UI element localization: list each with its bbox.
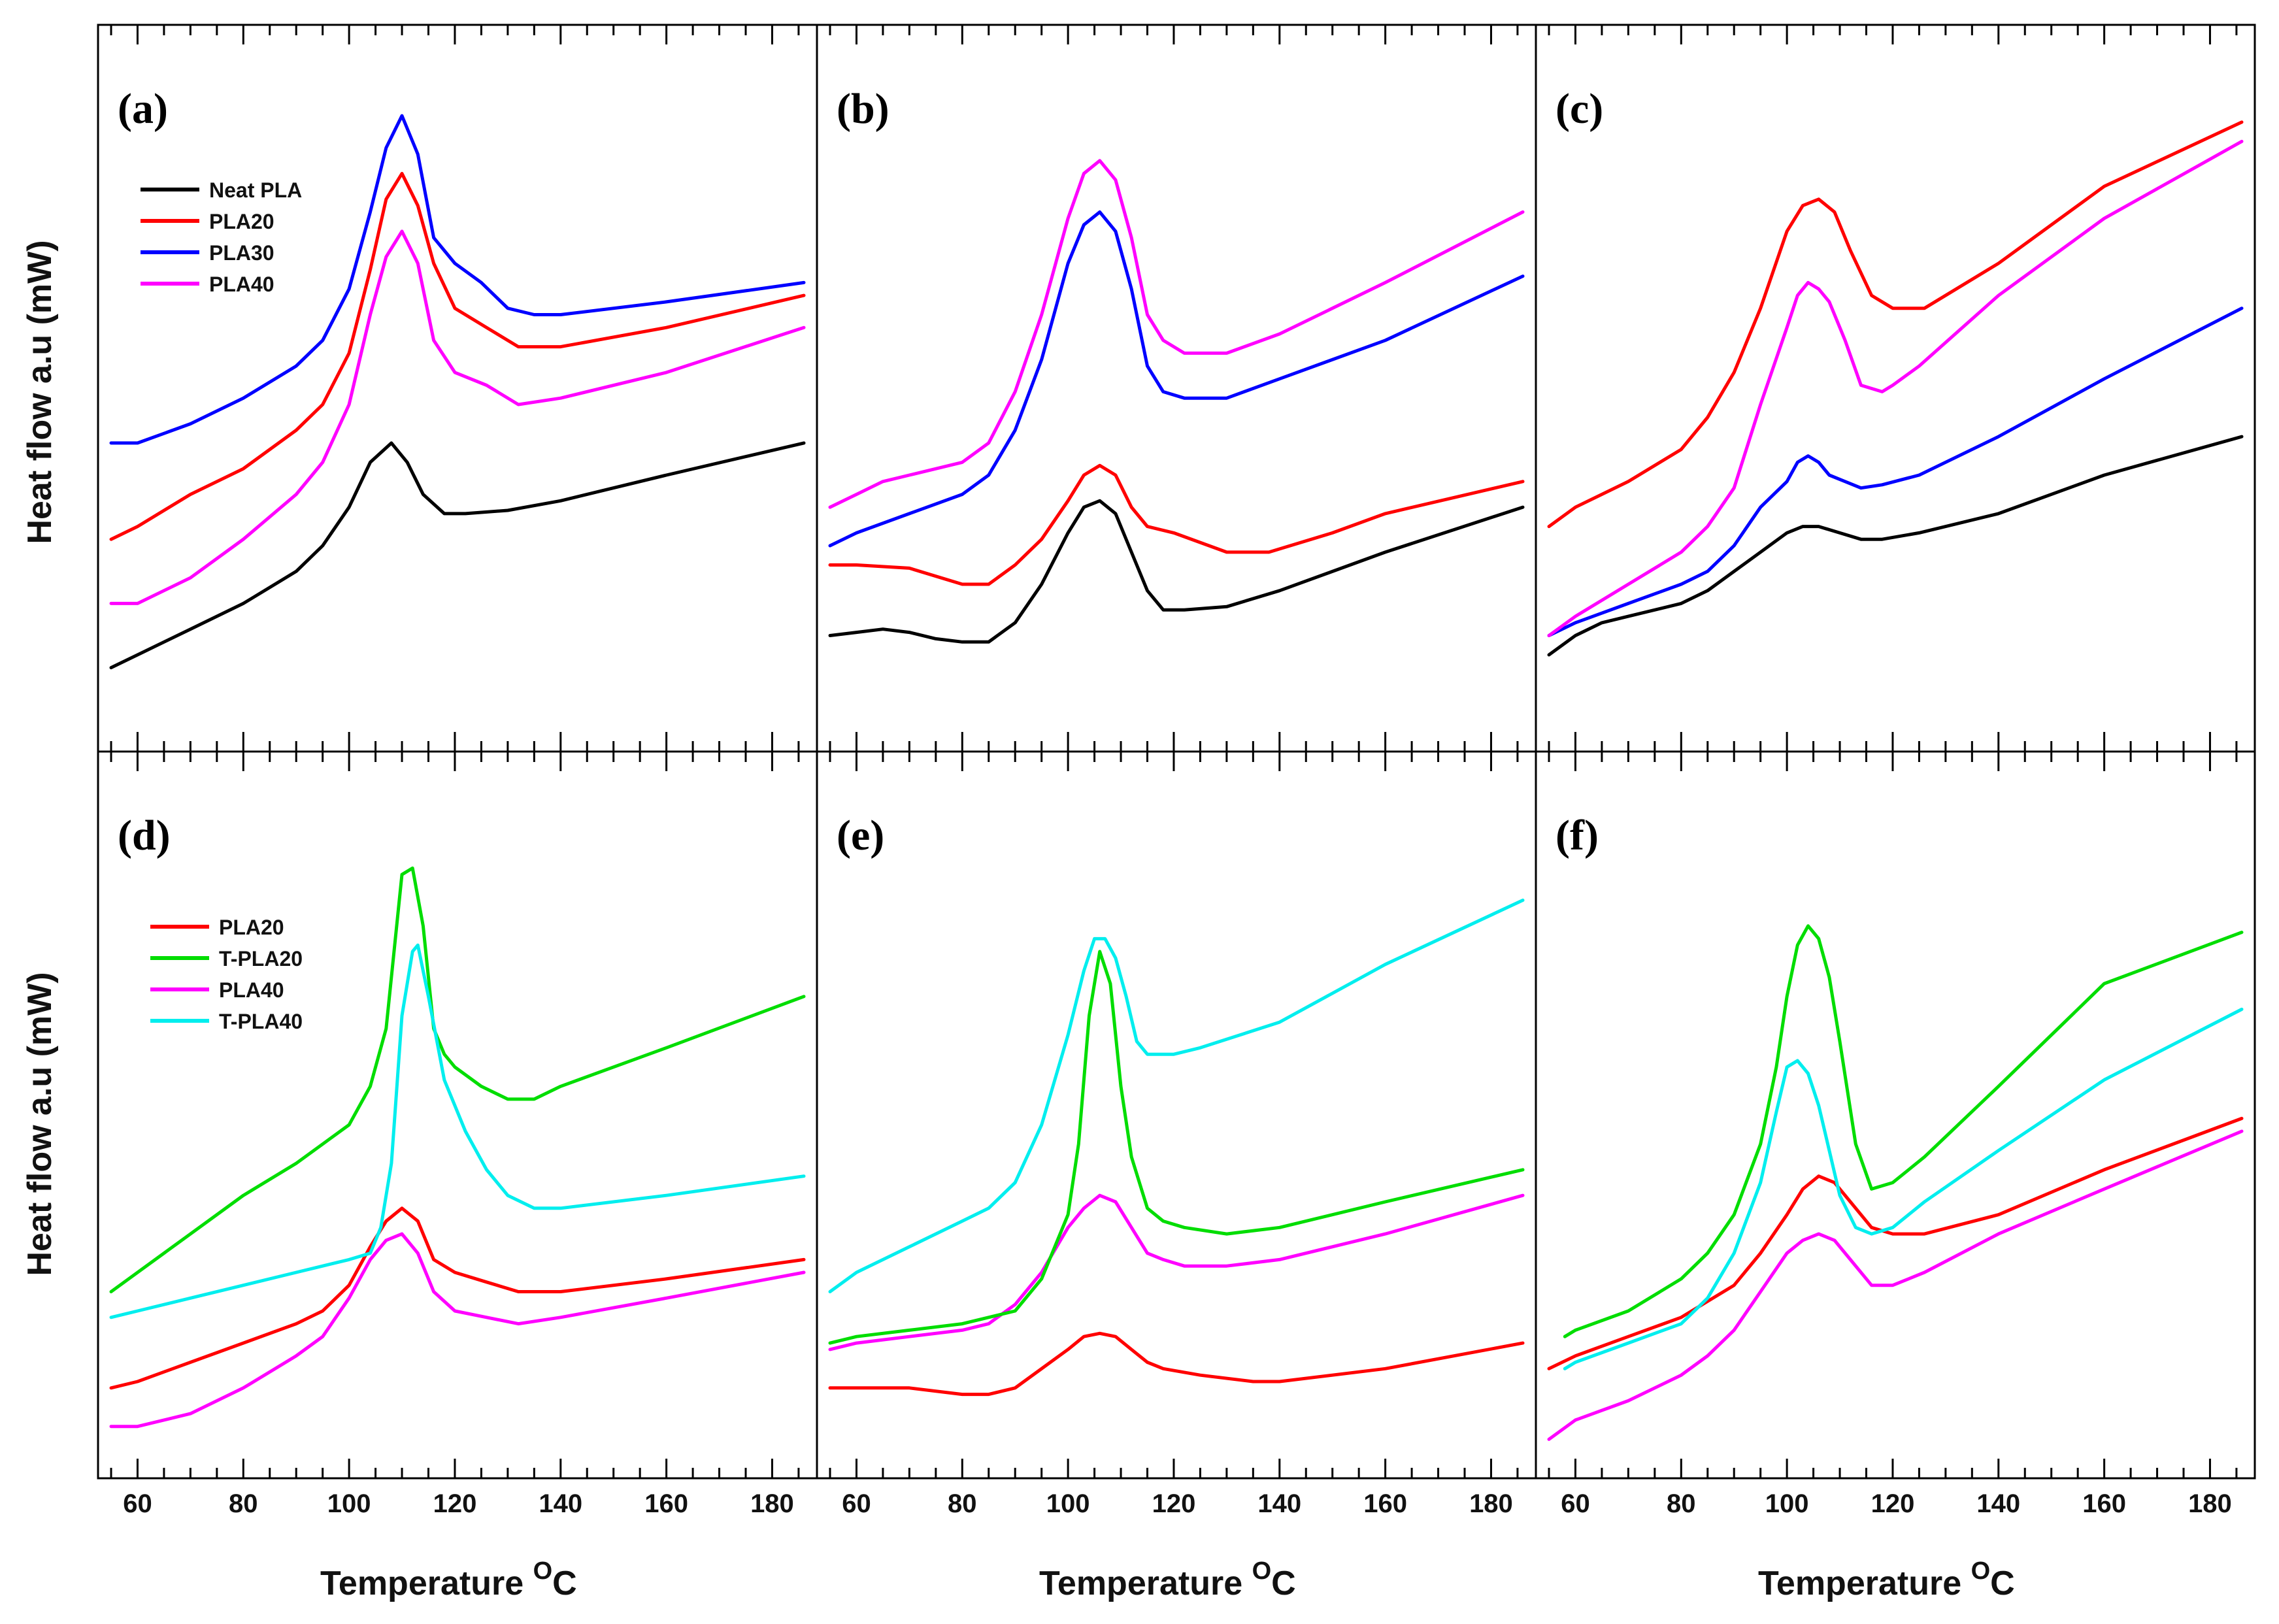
series-line <box>828 210 1525 548</box>
series-line <box>828 159 1525 509</box>
legend-label: PLA20 <box>219 916 284 939</box>
series-line <box>109 866 806 1293</box>
x-axis-title-main: Temperature <box>1758 1565 1971 1602</box>
x-tick-label: 180 <box>750 1489 794 1518</box>
series-line <box>109 172 806 541</box>
chart-panel: (c) <box>1535 24 2256 753</box>
x-tick-label: 140 <box>1257 1489 1301 1518</box>
x-axis-title-unit: C <box>1990 1565 2015 1602</box>
series-line <box>1563 1007 2244 1370</box>
panel-frame <box>816 750 1537 1480</box>
series-line <box>109 1232 806 1429</box>
chart-panel: 60 80 100 120 140 160 180 (e) <box>816 750 1537 1518</box>
x-axis-title-sup: O <box>533 1557 553 1585</box>
panel-label: (a) <box>118 85 168 133</box>
x-tick-label: 120 <box>1871 1489 1915 1518</box>
x-axis-title-1: Temperature OC <box>320 1557 577 1602</box>
x-tick-label: 80 <box>1667 1489 1696 1518</box>
chart-panel: (a) Neat PLA PLA20 PLA30 PLA40 <box>97 24 818 753</box>
chart-panel: 60 80 100 120 140 160 180 (d) PLA20 T-PLA20 PLA40 T… <box>97 750 818 1518</box>
legend-label: PLA30 <box>209 241 274 265</box>
chart-panel: 60 80 100 120 140 160 180 (f) <box>1535 750 2256 1518</box>
svg-text:Temperature OC: Temperature OC <box>1758 1557 2015 1602</box>
x-tick-label: 100 <box>1765 1489 1809 1518</box>
x-tick-label: 160 <box>644 1489 688 1518</box>
x-tick-label: 60 <box>123 1489 152 1518</box>
series-line <box>109 943 806 1319</box>
legend: Neat PLA PLA20 PLA30 PLA40 <box>141 178 302 296</box>
x-axis-title-sup: O <box>1971 1557 1991 1585</box>
panel-label: (f) <box>1555 812 1599 859</box>
series-line <box>828 499 1525 644</box>
panel-label: (e) <box>837 812 884 859</box>
x-tick-label: 160 <box>1363 1489 1407 1518</box>
series-line <box>1547 1129 2244 1441</box>
svg-text:Temperature OC: Temperature OC <box>320 1557 577 1602</box>
series-line <box>1563 924 2244 1338</box>
panel-frame <box>97 24 818 753</box>
x-tick-label: 60 <box>842 1489 871 1518</box>
x-tick-label: 140 <box>539 1489 582 1518</box>
series-line <box>109 441 806 670</box>
series-line <box>1547 120 2244 529</box>
legend-label: PLA40 <box>209 273 274 296</box>
y-axis-title-bottom: Heat flow a.u (mW) <box>21 972 59 1276</box>
x-tick-label: 180 <box>1469 1489 1513 1518</box>
series-line <box>109 114 806 445</box>
series-line <box>1547 435 2244 657</box>
x-tick-label: 80 <box>229 1489 258 1518</box>
series-line <box>109 1206 806 1390</box>
x-tick-label: 140 <box>1976 1489 2020 1518</box>
series-line <box>1547 307 2244 637</box>
x-tick-label: 100 <box>327 1489 371 1518</box>
panel-frame <box>1535 24 2256 753</box>
series-line <box>828 1193 1525 1351</box>
x-tick-label: 100 <box>1046 1489 1090 1518</box>
legend-label: Neat PLA <box>209 178 302 202</box>
x-tick-label: 60 <box>1561 1489 1590 1518</box>
series-line <box>1547 139 2244 637</box>
series-line <box>828 1331 1525 1397</box>
legend-label: PLA20 <box>209 210 274 233</box>
x-tick-label: 120 <box>1152 1489 1196 1518</box>
series-line <box>1547 1116 2244 1370</box>
legend-label: T-PLA40 <box>219 1010 303 1033</box>
x-tick-label: 120 <box>433 1489 477 1518</box>
panel-label: (c) <box>1555 85 1603 133</box>
y-axis-title-top: Heat flow a.u (mW) <box>21 240 59 544</box>
x-tick-label: 180 <box>2188 1489 2232 1518</box>
panel-label: (b) <box>837 85 890 133</box>
panel-label: (d) <box>118 812 171 859</box>
series-line <box>828 899 1525 1293</box>
series-line <box>109 229 806 605</box>
x-axis-title-sup: O <box>1252 1557 1272 1585</box>
series-line <box>828 463 1525 586</box>
chart-panel: (b) <box>816 24 1537 753</box>
x-axis-title-unit: C <box>552 1565 577 1602</box>
x-tick-label: 80 <box>948 1489 977 1518</box>
panels: (a) Neat PLA PLA20 PLA30 PLA40 (b) (c) 60 80 100 1… <box>97 24 2256 1518</box>
x-axis-title-2: Temperature OC <box>1039 1557 1296 1602</box>
panel-frame <box>816 24 1537 753</box>
x-axis-title-main: Temperature <box>1039 1565 1252 1602</box>
legend-label: T-PLA20 <box>219 947 303 970</box>
x-tick-label: 160 <box>2082 1489 2126 1518</box>
x-axis-title-3: Temperature OC <box>1758 1557 2015 1602</box>
legend: PLA20 T-PLA20 PLA40 T-PLA40 <box>150 916 303 1033</box>
x-axis-title-unit: C <box>1271 1565 1296 1602</box>
x-axis-title-main: Temperature <box>320 1565 533 1602</box>
legend-label: PLA40 <box>219 978 284 1002</box>
svg-text:Temperature OC: Temperature OC <box>1039 1557 1296 1602</box>
panel-frame <box>1535 750 2256 1480</box>
series-line <box>828 950 1525 1345</box>
